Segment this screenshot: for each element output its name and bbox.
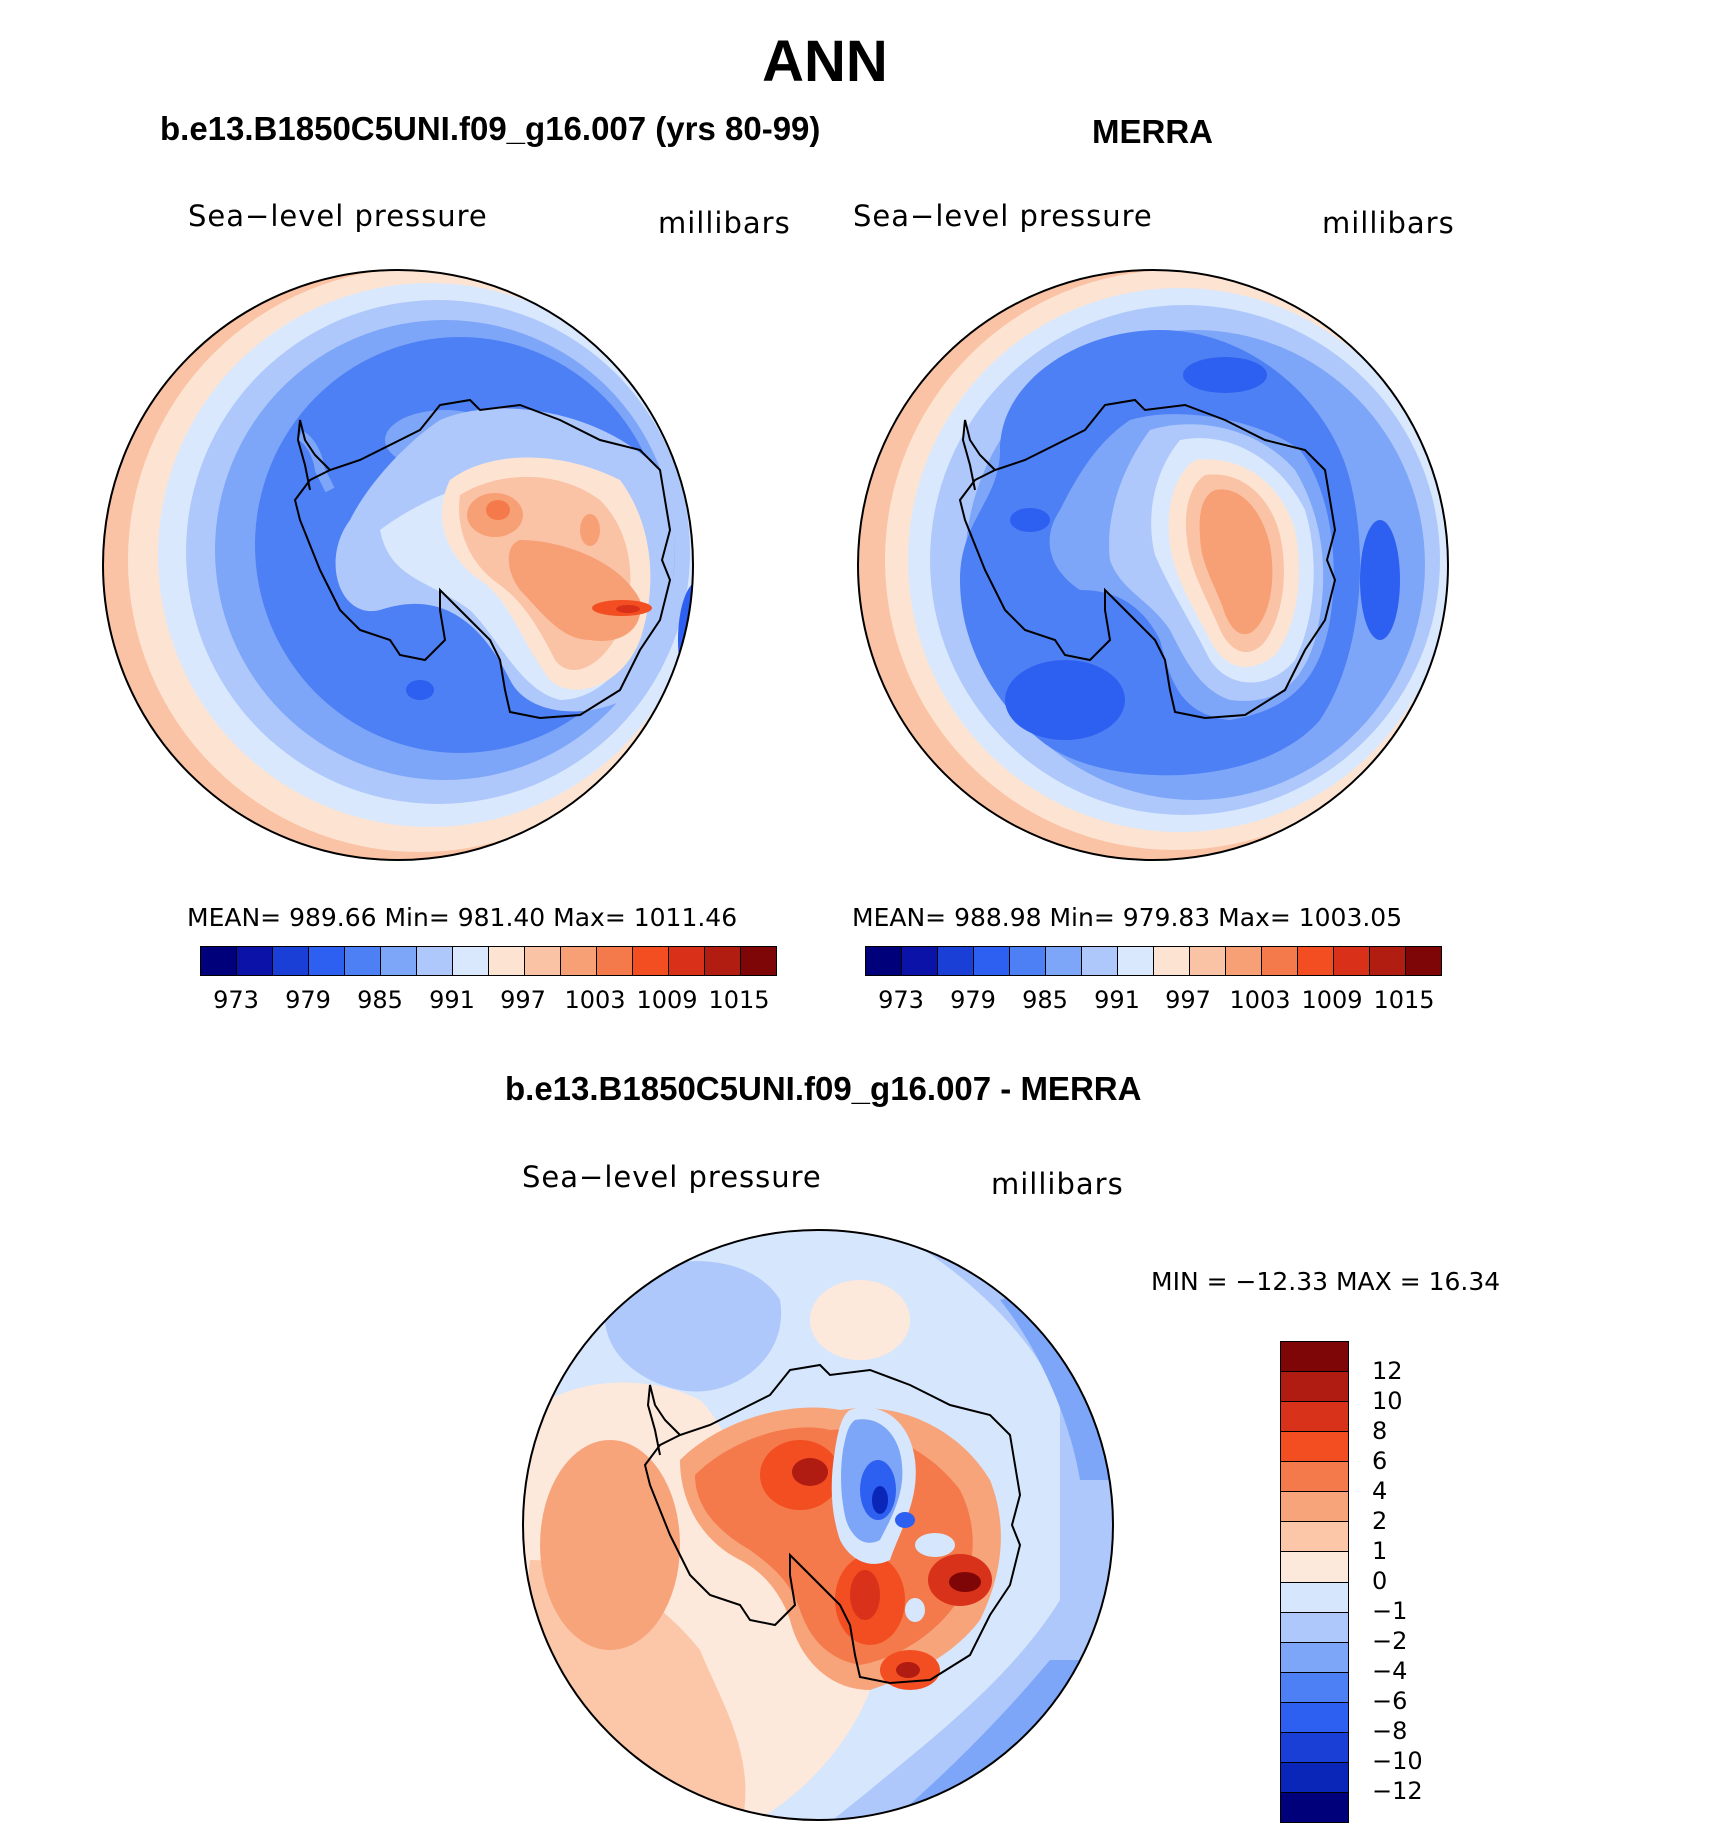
panel1-colorbar-swatch [417, 947, 453, 975]
diff-colorbar-swatch [1281, 1522, 1348, 1553]
panel2-colorbar-swatch [938, 947, 974, 975]
diff-colorbar-swatch [1281, 1792, 1348, 1822]
diff-tick: 0 [1372, 1567, 1388, 1595]
panel2-colorbar-swatch [1406, 947, 1441, 975]
panel1-colorbar-swatch [345, 947, 381, 975]
panel2-title: MERRA [1092, 113, 1213, 150]
diff-colorbar-swatch [1281, 1402, 1348, 1433]
diff-colorbar-swatch [1281, 1582, 1348, 1613]
panel1-colorbar-swatch [597, 947, 633, 975]
panel2-tick: 997 [1165, 986, 1211, 1014]
panel2-colorbar-swatch [1334, 947, 1370, 975]
panel1-tick: 985 [357, 986, 403, 1014]
diff-polar-map [522, 1229, 1114, 1821]
panel2-tick: 985 [1022, 986, 1068, 1014]
panel2-units-label: millibars [1322, 206, 1455, 240]
panel2-colorbar-swatch [1190, 947, 1226, 975]
panel1-colorbar-swatch [273, 947, 309, 975]
panel2-colorbar-swatch [974, 947, 1010, 975]
diff-colorbar-swatch [1281, 1642, 1348, 1673]
panel2-tick: 1003 [1229, 986, 1291, 1014]
panel1-variable-label: Sea−level pressure [188, 199, 488, 233]
panel1-tick: 1003 [564, 986, 626, 1014]
panel2-colorbar-swatch [1082, 947, 1118, 975]
diff-tick: 12 [1372, 1357, 1403, 1385]
panel1-tick: 973 [213, 986, 259, 1014]
panel2-colorbar-swatch [1154, 947, 1190, 975]
diff-colorbar-swatch [1281, 1612, 1348, 1643]
panel1-colorbar-swatch [669, 947, 705, 975]
panel1-tick: 1009 [636, 986, 698, 1014]
panel1-tick: 1015 [708, 986, 770, 1014]
panel2-tick: 1009 [1301, 986, 1363, 1014]
panel1-colorbar-swatch [489, 947, 525, 975]
panel2-colorbar-swatch [1298, 947, 1334, 975]
panel2-colorbar-swatch [902, 947, 938, 975]
diff-colorbar-swatch [1281, 1492, 1348, 1523]
diff-colorbar-swatch [1281, 1342, 1348, 1373]
panel1-stats: MEAN= 989.66 Min= 981.40 Max= 1011.46 [187, 903, 738, 932]
diff-tick: 6 [1372, 1447, 1388, 1475]
diff-tick: −4 [1372, 1657, 1408, 1685]
diff-tick: −2 [1372, 1627, 1408, 1655]
panel2-tick: 979 [950, 986, 996, 1014]
panel1-colorbar-swatch [705, 947, 741, 975]
diff-tick: −1 [1372, 1597, 1408, 1625]
panel1-tick: 991 [429, 986, 475, 1014]
diff-colorbar-swatch [1281, 1552, 1348, 1583]
panel1-colorbar-swatch [381, 947, 417, 975]
panel2-colorbar-swatch [1118, 947, 1154, 975]
diff-title: b.e13.B1850C5UNI.f09_g16.007 - MERRA [505, 1070, 1142, 1107]
panel2-colorbar [865, 946, 1442, 976]
diff-colorbar-swatch [1281, 1372, 1348, 1403]
panel1-tick: 997 [500, 986, 546, 1014]
diff-tick: 10 [1372, 1387, 1403, 1415]
diff-tick: 4 [1372, 1477, 1388, 1505]
panel2-colorbar-swatch [1262, 947, 1298, 975]
panel1-tick: 979 [285, 986, 331, 1014]
panel2-colorbar-swatch [1010, 947, 1046, 975]
diff-colorbar-swatch [1281, 1672, 1348, 1703]
panel1-colorbar-swatch [309, 947, 345, 975]
panel1-colorbar-swatch [741, 947, 776, 975]
diff-tick: −6 [1372, 1687, 1408, 1715]
diff-colorbar [1280, 1341, 1349, 1823]
panel2-colorbar-swatch [866, 947, 902, 975]
panel2-tick: 1015 [1373, 986, 1435, 1014]
panel1-units-label: millibars [658, 206, 791, 240]
panel1-colorbar-swatch [237, 947, 273, 975]
panel1-colorbar-swatch [201, 947, 237, 975]
diff-tick: −10 [1372, 1747, 1423, 1775]
diff-stats: MIN = −12.33 MAX = 16.34 [1151, 1267, 1501, 1296]
panel1-title: b.e13.B1850C5UNI.f09_g16.007 (yrs 80-99) [160, 110, 821, 147]
panel1-colorbar [200, 946, 777, 976]
panel2-polar-map [857, 269, 1449, 861]
panel2-stats: MEAN= 988.98 Min= 979.83 Max= 1003.05 [852, 903, 1403, 932]
panel2-colorbar-swatch [1226, 947, 1262, 975]
diff-tick: 2 [1372, 1507, 1388, 1535]
panel1-colorbar-swatch [633, 947, 669, 975]
panel2-tick: 991 [1094, 986, 1140, 1014]
panel1-colorbar-swatch [525, 947, 561, 975]
diff-tick: −8 [1372, 1717, 1408, 1745]
panel2-variable-label: Sea−level pressure [853, 199, 1153, 233]
diff-colorbar-swatch [1281, 1462, 1348, 1493]
diff-tick: 1 [1372, 1537, 1388, 1565]
diff-colorbar-swatch [1281, 1762, 1348, 1793]
diff-colorbar-swatch [1281, 1432, 1348, 1463]
panel1-polar-map [102, 269, 694, 861]
panel1-colorbar-swatch [453, 947, 489, 975]
diff-tick: −12 [1372, 1777, 1423, 1805]
diff-colorbar-swatch [1281, 1732, 1348, 1763]
panel1-colorbar-swatch [561, 947, 597, 975]
diff-units-label: millibars [991, 1167, 1124, 1201]
diff-variable-label: Sea−level pressure [522, 1160, 822, 1194]
panel2-colorbar-swatch [1046, 947, 1082, 975]
diff-tick: 8 [1372, 1417, 1388, 1445]
panel2-colorbar-swatch [1370, 947, 1406, 975]
panel2-tick: 973 [878, 986, 924, 1014]
diff-colorbar-swatch [1281, 1702, 1348, 1733]
figure-title: ANN [762, 29, 888, 94]
